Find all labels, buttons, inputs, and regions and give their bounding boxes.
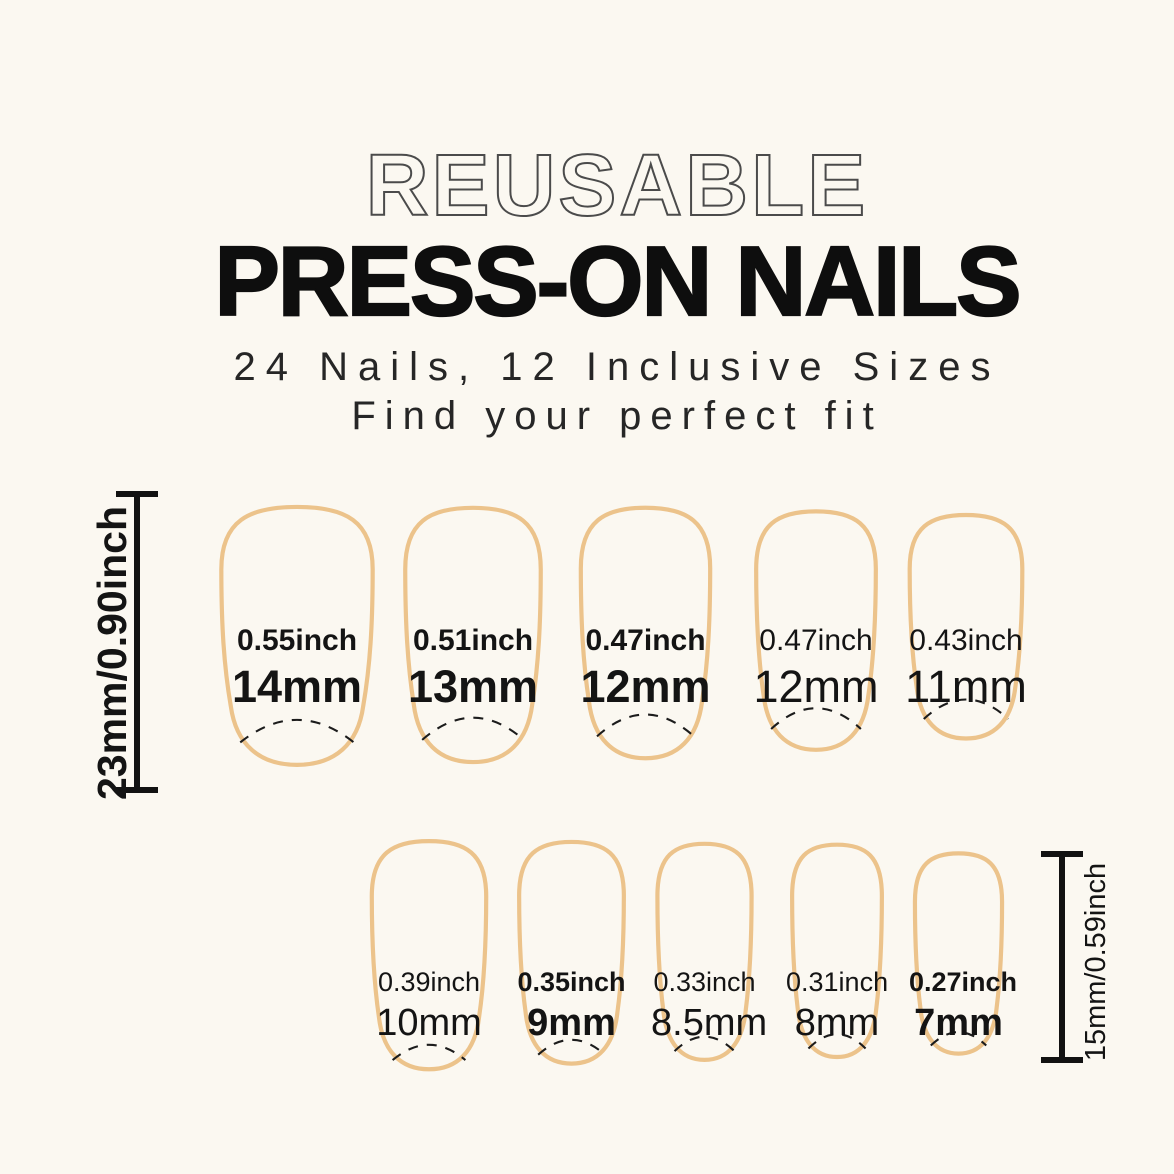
nail-inch-value: 0.39inch (377, 967, 481, 997)
cuticle-arc-path (597, 715, 694, 737)
nail-size-label-10mm: 0.39inch 10mm (364, 967, 494, 1044)
cuticle-arc-path (240, 720, 354, 743)
subtitle-tagline: Find your perfect fit (351, 394, 883, 438)
nail-shape (572, 501, 719, 770)
nail-row-small: 0.39inch 10mm 0.35inch 9mm 0.33inch 8.5m… (0, 835, 1174, 1080)
nail-outline-path (372, 841, 486, 1069)
nail-outline-14mm (211, 500, 383, 777)
nail-outline-8mm (786, 839, 888, 1067)
nail-inch-value: 0.51inch (412, 624, 534, 657)
nail-outline-path (581, 508, 710, 759)
nail-shape (748, 505, 884, 761)
cuticle-arc-path (924, 700, 1008, 720)
cuticle-arc-path (538, 1040, 605, 1055)
nail-mm-value: 13mm (407, 661, 539, 712)
cuticle-arc-path (422, 718, 524, 740)
cuticle-arc-path (931, 1032, 986, 1045)
nail-size-label-8mm: 0.31inch 8mm (786, 967, 889, 1044)
nail-shape (651, 838, 758, 1070)
nail-outline-10mm (364, 835, 494, 1080)
nail-shape (364, 835, 494, 1080)
nail-outline-12mm-a (572, 501, 719, 770)
ruler-cap (116, 787, 158, 793)
nail-outline-13mm (396, 501, 550, 774)
nail-size-label-12mm-a: 0.47inch 12mm (572, 624, 719, 712)
title-reusable: REUSABLE (365, 137, 869, 234)
nail-size-label-13mm: 0.51inch 13mm (396, 624, 550, 712)
nail-outline-path (915, 853, 1002, 1053)
nail-outline-path (519, 842, 624, 1064)
nail-size-label-12mm-b: 0.47inch 12mm (748, 624, 884, 712)
nail-outline-path (657, 844, 751, 1060)
nail-inch-value: 0.47inch (585, 624, 706, 657)
nail-inch-value: 0.55inch (236, 624, 358, 657)
nail-outline-7mm (909, 848, 1008, 1063)
nail-mm-value: 9mm (527, 1002, 616, 1044)
cuticle-arc-path (675, 1037, 735, 1052)
nail-mm-value: 8mm (794, 1002, 880, 1044)
nail-size-label-14mm: 0.55inch 14mm (211, 624, 383, 712)
nail-shape (211, 500, 383, 777)
nail-inch-value: 0.31inch (786, 967, 889, 997)
nail-outline-path (756, 511, 876, 749)
title-press-on-nails: PRESS-ON NAILS (213, 226, 1022, 336)
nail-size-label-9mm: 0.35inch 9mm (512, 967, 631, 1044)
nail-inch-value: 0.43inch (909, 624, 1023, 657)
nail-size-label-8point5mm: 0.33inch 8.5mm (651, 967, 768, 1044)
nail-shape (396, 501, 550, 774)
ruler-cap (1041, 1057, 1083, 1063)
nail-size-label-7mm: 0.27inch 7mm (909, 967, 1018, 1044)
nail-shape (902, 509, 1030, 749)
nail-outline-8point5mm (651, 838, 758, 1070)
nail-mm-value: 10mm (376, 1002, 482, 1044)
nail-outline-9mm (512, 836, 631, 1074)
ruler-line (134, 491, 140, 793)
nail-row-large: 0.55inch 14mm 0.51inch 13mm 0.47inch 12m… (0, 500, 1174, 778)
ruler-large-bracket (116, 491, 158, 793)
nail-inch-value: 0.27inch (909, 967, 1018, 997)
cuticle-arc-path (808, 1034, 865, 1048)
nail-mm-value: 8.5mm (651, 1002, 768, 1044)
ruler-small-bracket (1041, 851, 1083, 1063)
nail-outline-path (405, 508, 541, 762)
subtitle-count: 24 Nails, 12 Inclusive Sizes (233, 345, 1001, 389)
nail-outline-12mm-b (748, 505, 884, 761)
nail-shape (786, 839, 888, 1067)
nail-mm-value: 12mm (580, 661, 711, 712)
nail-shape (512, 836, 631, 1074)
nail-outline-path (910, 515, 1023, 739)
nail-outline-11mm (902, 509, 1030, 749)
nail-outline-path (792, 845, 882, 1057)
nail-mm-value: 14mm (231, 661, 363, 712)
nail-outline-path (221, 507, 372, 765)
nail-size-label-11mm: 0.43inch 11mm (902, 624, 1030, 712)
nail-shape (909, 848, 1008, 1063)
cuticle-arc-path (393, 1045, 466, 1060)
nail-inch-value: 0.33inch (653, 967, 756, 997)
ruler-line (1059, 851, 1065, 1063)
nail-inch-value: 0.35inch (517, 967, 626, 997)
nail-mm-value: 7mm (914, 1002, 1003, 1044)
nail-inch-value: 0.47inch (759, 624, 873, 657)
nail-mm-value: 12mm (753, 661, 879, 712)
nail-mm-value: 11mm (905, 661, 1027, 712)
